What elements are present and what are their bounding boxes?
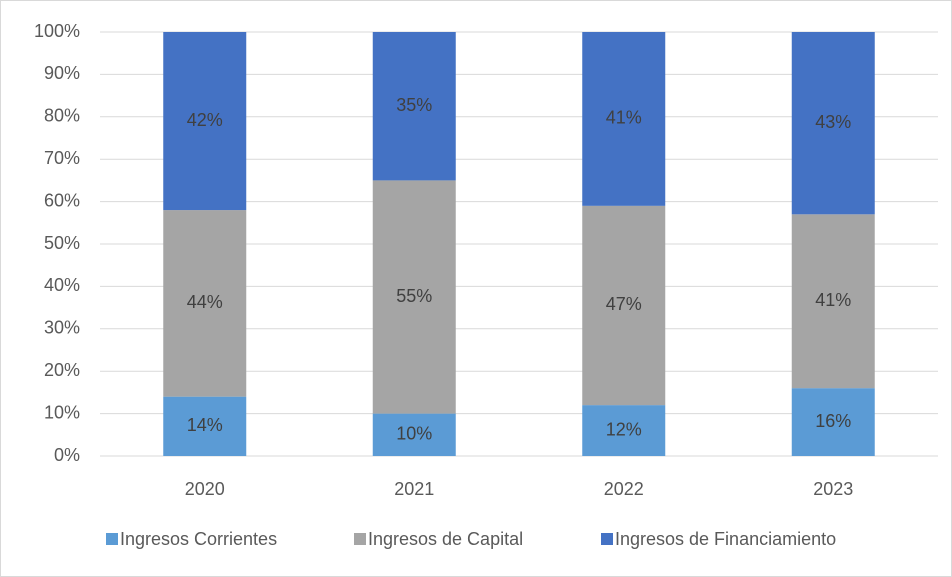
x-tick-label: 2023 bbox=[813, 479, 853, 499]
data-label: 55% bbox=[396, 286, 432, 306]
data-label: 16% bbox=[815, 411, 851, 431]
bar-segment bbox=[582, 32, 666, 206]
data-label: 41% bbox=[606, 108, 642, 128]
bar-segment bbox=[372, 32, 456, 181]
data-label: 10% bbox=[396, 424, 432, 444]
x-tick-label: 2021 bbox=[394, 479, 434, 499]
bar-segment bbox=[791, 32, 875, 215]
bar-segment bbox=[372, 180, 456, 414]
x-tick-label: 2020 bbox=[185, 479, 225, 499]
data-label: 42% bbox=[187, 110, 223, 130]
data-label: 41% bbox=[815, 290, 851, 310]
y-tick-label: 10% bbox=[44, 402, 80, 422]
y-tick-label: 90% bbox=[44, 63, 80, 83]
y-tick-label: 70% bbox=[44, 148, 80, 168]
x-tick-label: 2022 bbox=[604, 479, 644, 499]
y-tick-label: 100% bbox=[34, 21, 80, 41]
data-label: 12% bbox=[606, 419, 642, 439]
data-label: 44% bbox=[187, 292, 223, 312]
bar-segment bbox=[372, 413, 456, 456]
y-tick-label: 60% bbox=[44, 190, 80, 210]
data-label: 47% bbox=[606, 294, 642, 314]
legend-swatch bbox=[106, 533, 118, 545]
data-label: 35% bbox=[396, 95, 432, 115]
bar-segment bbox=[582, 205, 666, 406]
bar-segment bbox=[163, 210, 247, 397]
y-tick-label: 20% bbox=[44, 360, 80, 380]
bar-segment bbox=[791, 388, 875, 456]
y-tick-label: 80% bbox=[44, 106, 80, 126]
legend-swatch bbox=[601, 533, 613, 545]
y-tick-label: 30% bbox=[44, 318, 80, 338]
bar-segment bbox=[582, 405, 666, 456]
legend-swatch bbox=[354, 533, 366, 545]
data-label: 14% bbox=[187, 415, 223, 435]
y-tick-label: 40% bbox=[44, 275, 80, 295]
legend-label: Ingresos Corrientes bbox=[120, 529, 277, 549]
bar-segment bbox=[791, 214, 875, 389]
y-tick-label: 0% bbox=[54, 445, 80, 465]
y-tick-label: 50% bbox=[44, 233, 80, 253]
legend-label: Ingresos de Capital bbox=[368, 529, 523, 549]
bar-segment bbox=[163, 396, 247, 456]
legend-label: Ingresos de Financiamiento bbox=[615, 529, 836, 549]
data-label: 43% bbox=[815, 112, 851, 132]
bar-segment bbox=[163, 32, 247, 211]
